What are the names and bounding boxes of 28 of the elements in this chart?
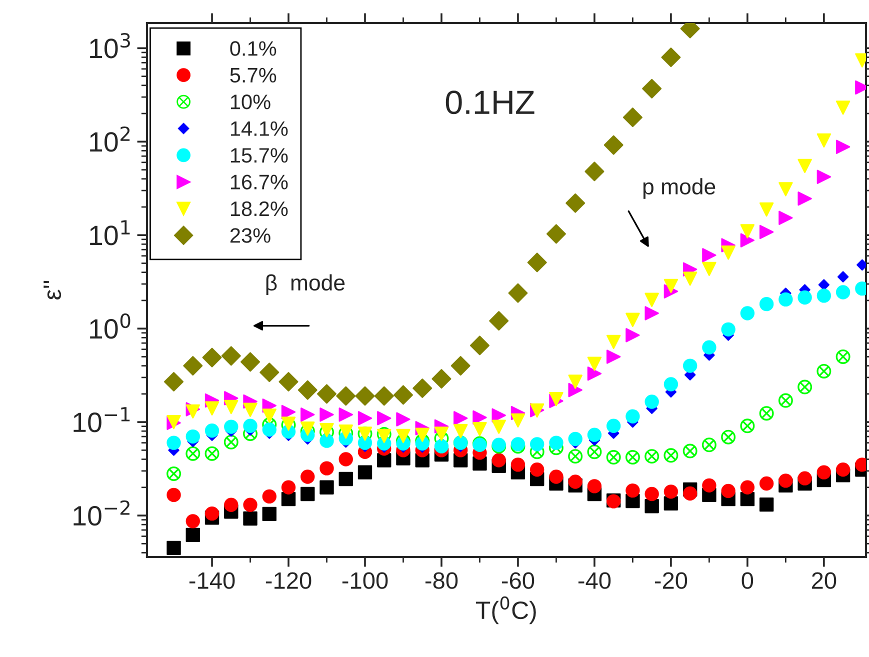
legend-label: 5.7% bbox=[230, 68, 276, 83]
legend-label: 14.1% bbox=[230, 121, 288, 136]
text: 0.1HZ bbox=[446, 90, 534, 114]
x-tick-label: -100 bbox=[342, 572, 388, 589]
y-axis-title: ε'' bbox=[44, 280, 62, 300]
legend-label: 10% bbox=[230, 94, 270, 110]
annotation: β mode bbox=[266, 274, 345, 296]
x-tick-label: 0 bbox=[742, 572, 754, 589]
x-tick-label: -120 bbox=[266, 572, 312, 589]
legend-label: 18.2% bbox=[230, 201, 288, 216]
y-tick-label: 10$^{2}$ bbox=[90, 126, 130, 152]
x-tick-label: -60 bbox=[502, 572, 534, 589]
y-tick-label: 10$^{−1}$ bbox=[74, 407, 130, 432]
x-tick-label: -20 bbox=[654, 572, 688, 589]
x-tick-label: -80 bbox=[425, 572, 458, 589]
y-tick-label: 10$^{0}$ bbox=[90, 313, 130, 339]
y-tick-label: 10$^{3}$ bbox=[90, 32, 130, 58]
annotation: p mode bbox=[643, 178, 716, 199]
legend-label: 15.7% bbox=[230, 148, 288, 163]
legend-label: 23% bbox=[230, 228, 270, 243]
y-tick-label: 10$^{−2}$ bbox=[74, 500, 130, 526]
legend-label: 16.7% bbox=[230, 174, 288, 190]
x-axis-title: T($^{0}$C) bbox=[476, 596, 536, 624]
y-tick-label: 10$^{1}$ bbox=[90, 220, 130, 246]
x-tick-label: -40 bbox=[578, 572, 611, 589]
x-tick-label: 20 bbox=[812, 572, 836, 589]
legend-label: 0.1% bbox=[230, 41, 276, 56]
x-tick-label: -140 bbox=[189, 572, 235, 589]
